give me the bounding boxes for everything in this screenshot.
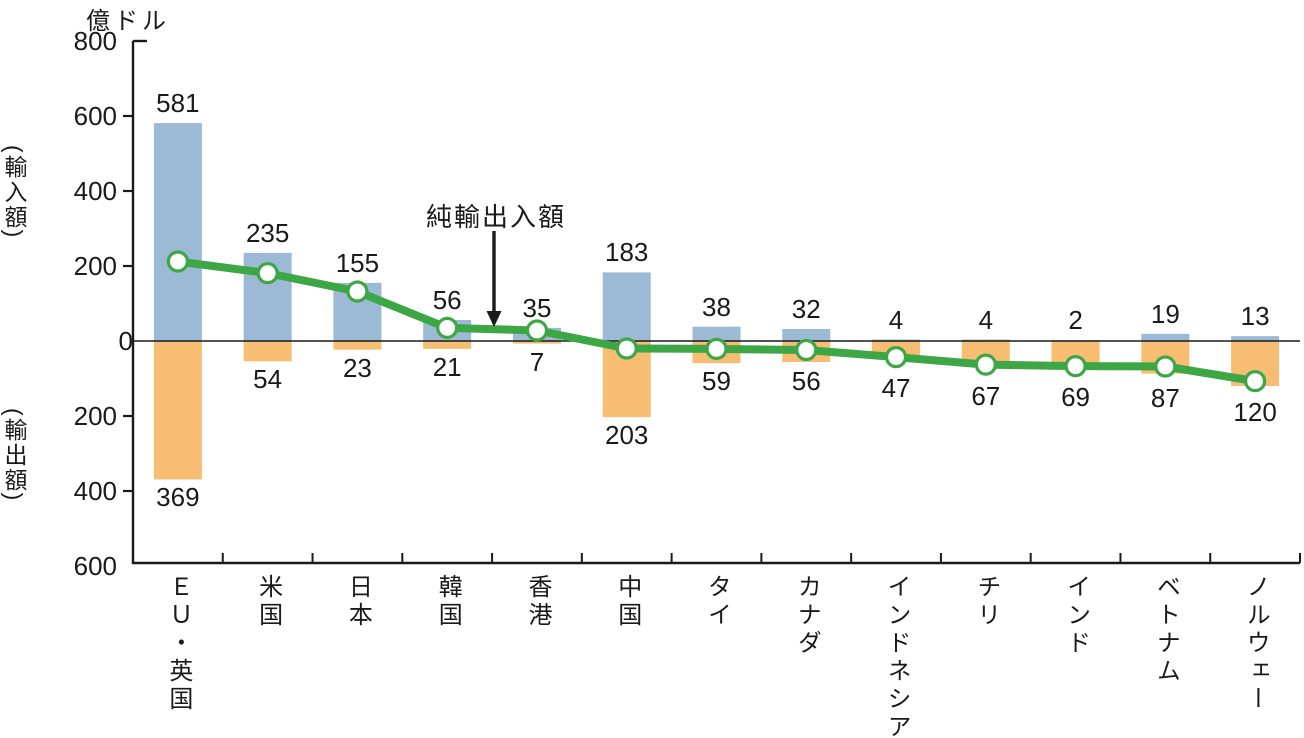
axis-frame: [131, 41, 1300, 565]
export-bar: [333, 341, 382, 350]
export-value-label: 59: [702, 366, 731, 397]
y-tick-label: 400: [73, 176, 117, 206]
y-tick-label: 600: [73, 551, 117, 581]
import-bar: [153, 123, 202, 341]
net-marker: [615, 337, 638, 360]
export-value-label: 67: [971, 380, 1001, 411]
export-value-label: 47: [881, 373, 911, 404]
import-value-label: 183: [605, 237, 649, 268]
net-marker: [166, 250, 189, 273]
category-label: 中国: [613, 574, 641, 630]
export-value-label: 54: [253, 364, 283, 395]
y-zero-label: 0: [118, 326, 133, 356]
export-value-label: 87: [1150, 382, 1180, 413]
import-bar: [1231, 336, 1280, 341]
export-bar: [153, 341, 202, 480]
category-label: ＥＵ・英国: [164, 574, 192, 714]
export-bar: [512, 341, 561, 344]
net-marker: [346, 280, 369, 303]
export-bar: [423, 341, 472, 349]
category-label: チリ: [972, 574, 1000, 630]
import-value-label: 19: [1150, 298, 1180, 329]
import-bar: [602, 272, 651, 341]
net-marker: [1244, 370, 1267, 393]
category-label: インドネシア: [883, 574, 911, 738]
import-value-label: 4: [978, 304, 994, 335]
category-label: インド: [1062, 574, 1090, 658]
import-value-label: 4: [888, 304, 904, 335]
category-label: 韓国: [434, 574, 462, 630]
net-marker: [525, 319, 549, 342]
net-marker: [1064, 355, 1087, 378]
import-bar: [782, 329, 831, 341]
export-value-label: 369: [156, 482, 200, 513]
export-value-label: 56: [791, 366, 821, 396]
net-marker: [705, 337, 728, 360]
export-value-label: 21: [432, 351, 462, 382]
export-value-label: 69: [1061, 382, 1091, 413]
net-marker: [256, 262, 279, 285]
import-value-label: 38: [702, 291, 731, 322]
import-value-label: 581: [156, 88, 200, 119]
y-tick-label: 400: [73, 476, 117, 506]
imports-axis-label: (輸入額): [1, 145, 27, 240]
import-value-label: 235: [245, 217, 290, 248]
annotation-arrow-head: [486, 311, 502, 327]
export-value-label: 120: [1233, 397, 1277, 428]
import-value-label: 32: [791, 294, 821, 324]
y-tick-label: 200: [73, 401, 117, 431]
import-value-label: 35: [522, 292, 552, 323]
import-value-label: 2: [1068, 305, 1083, 336]
y-tick-label: 800: [73, 26, 117, 56]
net-marker: [436, 316, 459, 339]
category-label: タイ: [703, 574, 731, 630]
import-value-label: 56: [432, 285, 462, 315]
net-marker: [1154, 355, 1177, 378]
category-label: ベトナム: [1152, 574, 1180, 686]
category-label: ノルウェー: [1242, 574, 1270, 714]
net-marker: [795, 338, 818, 362]
import-value-label: 155: [335, 247, 380, 278]
export-value-label: 23: [342, 352, 372, 383]
export-value-label: 7: [529, 346, 545, 377]
category-label: 米国: [254, 574, 282, 630]
y-axis-unit-label: 億ドル: [86, 8, 170, 35]
net-line-annotation: 純輸出入額: [425, 202, 567, 232]
exports-axis-label: (輸出額): [1, 408, 27, 503]
y-tick-label: 600: [73, 101, 117, 131]
export-bar: [243, 341, 292, 362]
category-label: 香港: [523, 574, 551, 630]
import-value-label: 13: [1240, 301, 1270, 332]
net-marker: [974, 353, 997, 376]
export-value-label: 203: [605, 420, 649, 451]
import-bar: [1141, 333, 1190, 341]
y-tick-label: 200: [73, 251, 117, 281]
import-bar: [692, 326, 741, 341]
category-label: 日本: [344, 574, 372, 630]
category-label: カナダ: [793, 574, 821, 658]
net-marker: [884, 346, 908, 369]
